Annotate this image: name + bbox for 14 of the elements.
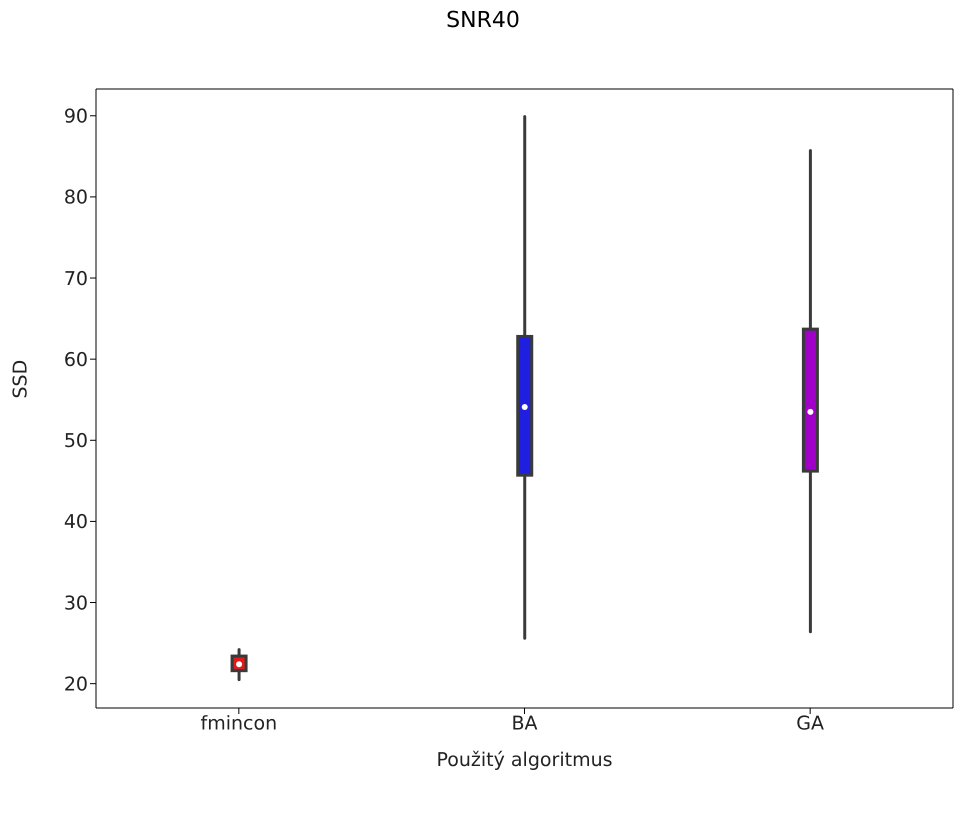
y-tick-label: 60	[64, 348, 88, 371]
y-axis-title: SSD	[10, 360, 32, 398]
x-axis-title: Použitý algoritmus	[436, 749, 613, 771]
x-tick-label: BA	[511, 712, 538, 734]
chart-title: SNR40	[445, 8, 521, 35]
y-tick-label: 70	[64, 268, 88, 290]
y-tick-label: 80	[64, 186, 88, 209]
y-tick-label: 20	[64, 673, 88, 696]
y-tick-label: 40	[64, 511, 88, 534]
y-tick-label: 30	[64, 592, 88, 614]
x-tick-label: GA	[796, 712, 824, 734]
y-tick-label: 90	[64, 106, 88, 128]
x-tick-label: fmincon	[200, 712, 278, 734]
y-tick-label: 50	[64, 430, 88, 452]
